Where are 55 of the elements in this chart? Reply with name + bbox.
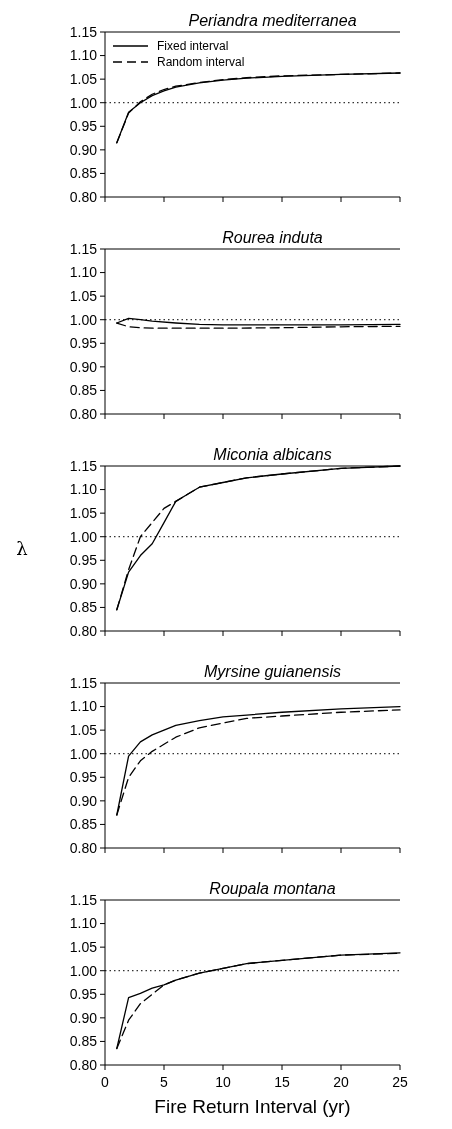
legend-label: Random interval	[157, 55, 245, 70]
y-tick-label: 0.95	[69, 552, 98, 569]
y-tick-label: 1.15	[69, 240, 98, 257]
y-tick-label: 0.85	[69, 816, 98, 833]
legend-label: Fixed interval	[157, 39, 229, 54]
y-tick-label: 0.85	[69, 382, 98, 399]
y-tick-label: 0.80	[69, 1056, 98, 1073]
y-tick-label: 1.05	[69, 939, 98, 956]
chart-title: Miconia albicans	[213, 446, 332, 463]
y-tick-label: 1.10	[69, 47, 98, 64]
chart-title: Roupala montana	[209, 880, 336, 897]
y-tick-label: 0.95	[69, 335, 98, 352]
x-tick-label: 25	[392, 1074, 408, 1090]
y-tick-label: 0.85	[69, 1033, 98, 1050]
y-tick-label: 1.15	[69, 23, 98, 40]
y-tick-label: 0.90	[69, 1009, 98, 1026]
y-tick-label: 1.15	[69, 457, 98, 474]
y-tick-label: 0.90	[69, 141, 98, 158]
x-tick-label: 20	[333, 1074, 349, 1090]
y-tick-label: 1.05	[69, 288, 98, 305]
y-tick-label: 1.00	[69, 94, 98, 111]
y-tick-label: 0.85	[69, 165, 98, 182]
y-tick-label: 0.90	[69, 792, 98, 809]
y-tick-label: 0.95	[69, 118, 98, 135]
y-tick-label: 1.10	[69, 915, 98, 932]
x-tick-label: 10	[215, 1074, 231, 1090]
chart-title: Rourea induta	[222, 229, 323, 246]
y-tick-label: 1.00	[69, 745, 98, 762]
y-tick-label: 1.10	[69, 481, 98, 498]
y-tick-label: 0.90	[69, 358, 98, 375]
x-tick-label: 0	[101, 1074, 110, 1090]
x-tick-label: 15	[274, 1074, 290, 1090]
y-tick-label: 0.95	[69, 986, 98, 1003]
y-axis-title: λ	[16, 537, 28, 559]
y-tick-label: 1.00	[69, 311, 98, 328]
y-tick-label: 1.10	[69, 698, 98, 715]
y-tick-label: 1.05	[69, 71, 98, 88]
chart-title: Periandra mediterranea	[188, 12, 357, 29]
y-tick-label: 0.80	[69, 405, 98, 422]
y-tick-label: 1.15	[69, 674, 98, 691]
y-tick-label: 1.10	[69, 264, 98, 281]
y-tick-label: 1.00	[69, 962, 98, 979]
y-tick-label: 0.80	[69, 839, 98, 856]
x-tick-label: 5	[160, 1074, 169, 1090]
x-axis-title: Fire Return Interval (yr)	[154, 1096, 351, 1117]
y-tick-label: 1.05	[69, 505, 98, 522]
y-tick-label: 0.95	[69, 769, 98, 786]
y-tick-label: 0.90	[69, 575, 98, 592]
y-tick-label: 0.80	[69, 622, 98, 639]
y-tick-label: 0.80	[69, 188, 98, 205]
y-tick-label: 1.00	[69, 528, 98, 545]
y-tick-label: 0.85	[69, 599, 98, 616]
chart-title: Myrsine guianensis	[204, 663, 341, 680]
y-tick-label: 1.05	[69, 722, 98, 739]
y-tick-label: 1.15	[69, 891, 98, 908]
